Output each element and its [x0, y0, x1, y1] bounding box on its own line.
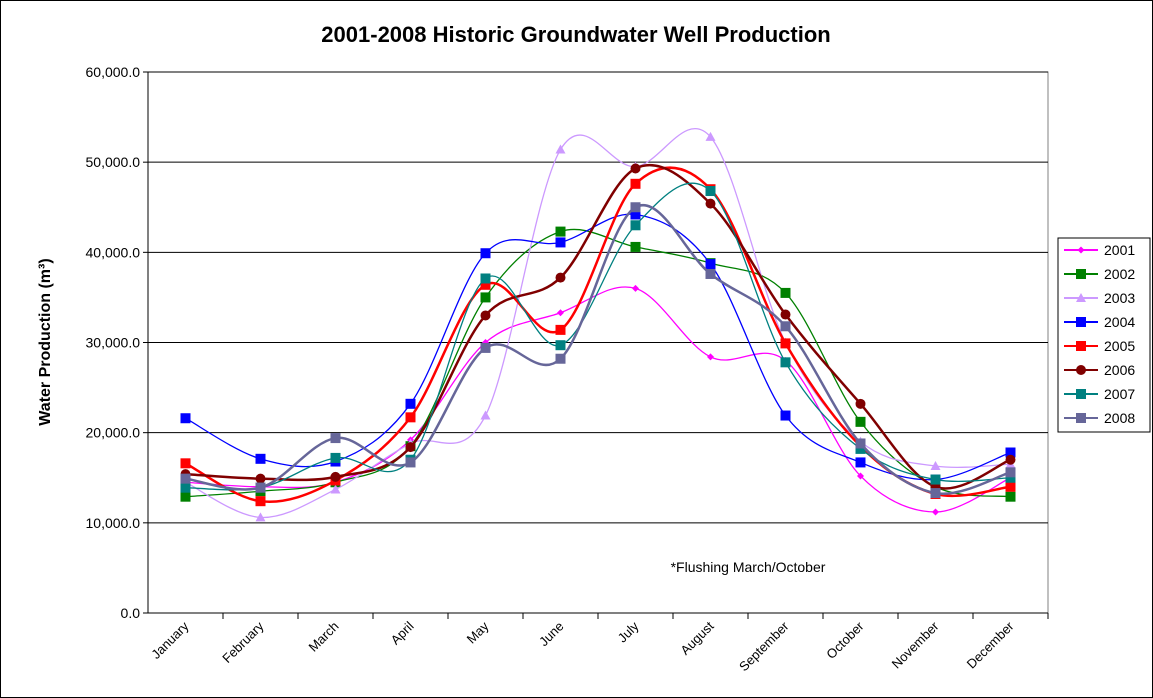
page: 2001-2008 Historic Groundwater Well Prod… [0, 0, 1153, 698]
data-point [631, 163, 641, 173]
data-point [1006, 492, 1016, 502]
data-point [556, 340, 566, 350]
data-point [181, 458, 191, 468]
legend-label: 2003 [1104, 290, 1135, 306]
data-point [331, 472, 341, 482]
data-point [481, 292, 491, 302]
y-tick-label: 0.0 [121, 605, 141, 621]
data-point [631, 220, 641, 230]
data-point [556, 273, 566, 283]
data-point [406, 412, 416, 422]
data-point [706, 199, 716, 209]
chart-title: 2001-2008 Historic Groundwater Well Prod… [321, 22, 830, 47]
data-point [706, 259, 716, 269]
legend-marker [1076, 317, 1086, 327]
data-point [481, 273, 491, 283]
data-point [481, 248, 491, 258]
data-point [781, 310, 791, 320]
y-tick-label: 40,000.0 [86, 244, 141, 260]
data-point [556, 227, 566, 237]
legend-label: 2002 [1104, 266, 1135, 282]
data-point [856, 457, 866, 467]
data-point [406, 399, 416, 409]
data-point [706, 186, 716, 196]
y-tick-label: 20,000.0 [86, 425, 141, 441]
data-point [856, 399, 866, 409]
data-point [781, 288, 791, 298]
data-point [781, 411, 791, 421]
legend-marker [1076, 413, 1086, 423]
data-point [256, 496, 266, 506]
y-tick-label: 50,000.0 [86, 154, 141, 170]
data-point [1006, 467, 1016, 477]
y-tick-label: 60,000.0 [86, 64, 141, 80]
data-point [256, 483, 266, 493]
legend-marker [1076, 365, 1086, 375]
legend-marker [1076, 269, 1086, 279]
data-point [481, 310, 491, 320]
annotation: *Flushing March/October [671, 559, 826, 575]
data-point [931, 488, 941, 498]
data-point [781, 321, 791, 331]
legend-marker [1076, 341, 1086, 351]
y-tick-label: 30,000.0 [86, 335, 141, 351]
data-point [931, 475, 941, 485]
legend-label: 2004 [1104, 314, 1135, 330]
y-tick-label: 10,000.0 [86, 515, 141, 531]
chart: 2001-2008 Historic Groundwater Well Prod… [0, 0, 1153, 698]
data-point [256, 454, 266, 464]
data-point [181, 474, 191, 484]
data-point [331, 453, 341, 463]
data-point [556, 325, 566, 335]
legend-label: 2005 [1104, 338, 1135, 354]
data-point [1006, 455, 1016, 465]
data-point [256, 474, 266, 484]
legend-label: 2006 [1104, 362, 1135, 378]
data-point [1006, 482, 1016, 492]
data-point [631, 179, 641, 189]
y-axis-label: Water Production (m³) [37, 258, 54, 425]
data-point [181, 413, 191, 423]
legend-label: 2001 [1104, 242, 1135, 258]
data-point [181, 492, 191, 502]
legend-marker [1076, 389, 1086, 399]
data-point [781, 357, 791, 367]
data-point [781, 338, 791, 348]
data-point [406, 457, 416, 467]
data-point [706, 269, 716, 279]
chart-border [1, 1, 1153, 698]
legend-label: 2008 [1104, 410, 1135, 426]
data-point [556, 354, 566, 364]
data-point [856, 417, 866, 427]
data-point [631, 242, 641, 252]
legend-label: 2007 [1104, 386, 1135, 402]
data-point [856, 438, 866, 448]
data-point [631, 202, 641, 212]
data-point [481, 343, 491, 353]
data-point [331, 433, 341, 443]
data-point [406, 442, 416, 452]
data-point [181, 483, 191, 493]
data-point [556, 237, 566, 247]
